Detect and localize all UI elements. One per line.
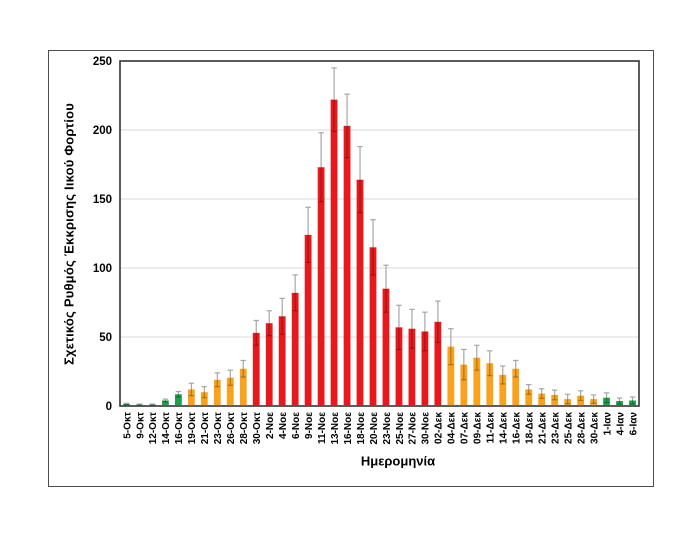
y-tick-label-250: 250 [93,56,112,68]
x-tick-label-28-Δεκ: 28-Δεκ [576,412,587,444]
bar-1-Ιαν [603,397,610,406]
x-tick-label-20-Νοε: 20-Νοε [369,412,380,445]
bar-11-Δεκ [486,363,494,406]
bar-21-Δεκ [538,393,546,406]
x-tick-label-16-Οκτ: 16-Οκτ [174,411,185,444]
x-tick-label-9-Οκτ: 9-Οκτ [135,411,146,438]
bar-23-Νοε [382,288,390,406]
bar-16-Οκτ [174,394,182,406]
bar-18-Δεκ [525,389,533,406]
bar-28-Οκτ [239,368,247,406]
plot-border [119,60,640,407]
x-tick-label-26-Οκτ: 26-Οκτ [226,411,237,444]
x-tick-label-25-Δεκ: 25-Δεκ [563,412,574,444]
x-tick-label-21-Δεκ: 21-Δεκ [537,412,548,444]
x-tick-label-18-Δεκ: 18-Δεκ [525,412,536,444]
bar-6-Νοε [291,292,299,406]
y-tick-label-200: 200 [93,125,112,137]
x-tick-label-6-Νοε: 6-Νοε [291,412,302,439]
bar-6-Ιαν [629,400,636,406]
x-tick-label-07-Δεκ: 07-Δεκ [460,412,471,444]
bar-16-Δεκ [512,368,520,406]
bar-9-Οκτ [136,404,143,406]
x-tick-label-02-Δεκ: 02-Δεκ [434,412,445,444]
bar-04-Δεκ [447,346,455,406]
x-tick-label-5-Οκτ: 5-Οκτ [122,411,133,438]
x-tick-label-11-Νοε: 11-Νοε [317,412,328,444]
bar-5-Οκτ [123,403,130,406]
y-tick-label-50: 50 [99,332,112,344]
bar-09-Δεκ [473,357,481,406]
x-tick-label-23-Νοε: 23-Νοε [382,412,393,445]
bar-20-Νοε [369,247,377,406]
x-tick-label-4-Ιαν: 4-Ιαν [615,412,626,436]
bar-27-Νοε [408,328,416,406]
x-tick-label-11-Δεκ: 11-Δεκ [486,412,497,444]
bar-02-Δεκ [434,321,442,406]
x-tick-label-30-Δεκ: 30-Δεκ [589,412,600,444]
bar-28-Δεκ [577,395,585,406]
bar-07-Δεκ [460,364,468,406]
bar-21-Οκτ [200,392,208,406]
x-tick-label-13-Νοε: 13-Νοε [330,412,341,445]
x-tick-label-23-Δεκ: 23-Δεκ [550,412,561,444]
x-tick-label-30-Νοε: 30-Νοε [421,412,432,445]
y-tick-label-100: 100 [93,263,112,275]
bar-25-Δεκ [564,399,572,406]
x-tick-label-25-Νοε: 25-Νοε [395,412,406,445]
x-tick-label-28-Οκτ: 28-Οκτ [239,411,250,444]
x-tick-label-09-Δεκ: 09-Δεκ [473,412,484,444]
x-tick-label-23-Οκτ: 23-Οκτ [213,411,224,444]
x-tick-label-9-Νοε: 9-Νοε [304,412,315,439]
bar-14-Οκτ [162,400,169,406]
bar-9-Νοε [304,234,312,406]
bar-25-Νοε [395,327,403,406]
x-tick-label-18-Νοε: 18-Νοε [356,412,367,445]
x-tick-label-30-Οκτ: 30-Οκτ [252,411,263,444]
bar-30-Οκτ [252,332,260,406]
bar-11-Νοε [317,167,325,406]
bar-18-Νοε [356,179,364,406]
x-tick-label-14-Δεκ: 14-Δεκ [499,412,510,444]
x-tick-label-21-Οκτ: 21-Οκτ [200,411,211,444]
bar-30-Νοε [421,331,429,406]
bar-19-Οκτ [187,389,195,406]
bar-14-Δεκ [499,374,507,406]
x-tick-label-4-Νοε: 4-Νοε [278,412,289,439]
y-tick-label-0: 0 [106,401,112,413]
bar-12-Οκτ [149,404,156,406]
bar-4-Νοε [278,316,286,406]
x-tick-label-12-Οκτ: 12-Οκτ [148,411,159,444]
y-tick-label-150: 150 [93,194,112,206]
bar-23-Δεκ [551,394,559,406]
bar-16-Νοε [343,125,351,406]
x-tick-label-2-Νοε: 2-Νοε [265,412,276,439]
bar-23-Οκτ [213,379,221,406]
x-tick-label-6-Ιαν: 6-Ιαν [628,412,639,436]
x-tick-label-04-Δεκ: 04-Δεκ [447,412,458,444]
bar-26-Οκτ [226,377,234,406]
x-axis-title: Ημερομηνία [360,453,436,469]
x-tick-label-27-Νοε: 27-Νοε [408,412,419,445]
x-tick-label-19-Οκτ: 19-Οκτ [187,411,198,444]
x-tick-label-16-Δεκ: 16-Δεκ [512,412,523,444]
x-tick-label-14-Οκτ: 14-Οκτ [161,411,172,444]
bar-30-Δεκ [590,399,597,406]
bar-4-Ιαν [616,401,623,406]
bar-13-Νοε [330,99,338,406]
bar-2-Νοε [265,323,273,406]
x-tick-label-16-Νοε: 16-Νοε [343,412,354,445]
x-tick-label-1-Ιαν: 1-Ιαν [602,412,613,436]
